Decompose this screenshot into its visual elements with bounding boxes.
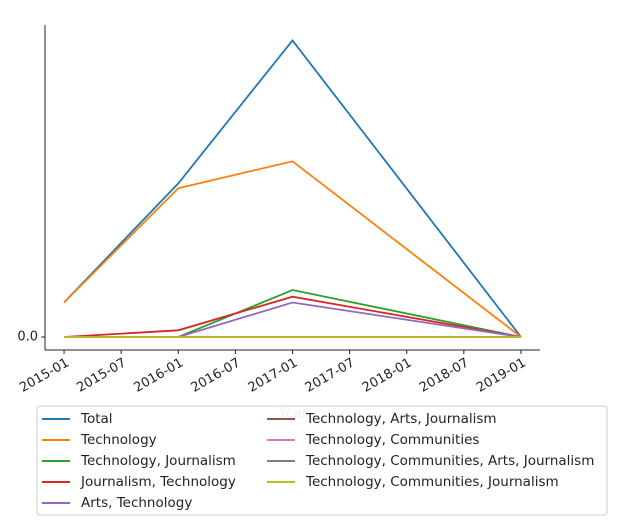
legend-label: Arts, Technology [81, 495, 192, 511]
x-tick-label: 2015-07 [74, 356, 129, 396]
x-tick-label: 2017-01 [246, 356, 301, 396]
x-tick-label: 2016-07 [189, 356, 244, 396]
legend: Total Technology Technology, Journalism Jou… [36, 405, 608, 516]
legend-label: Technology [80, 432, 157, 448]
x-tick-label: 2019-01 [474, 356, 529, 396]
x-tick-label: 2018-01 [360, 356, 415, 396]
series-line [64, 301, 522, 338]
legend-label: Technology, Communities, Journalism [305, 474, 559, 490]
x-tick-label: 2015-01 [17, 356, 72, 396]
x-tick-label: 2016-01 [131, 356, 186, 396]
x-tick-label: 2018-07 [417, 356, 472, 396]
series-line [63, 38, 522, 338]
y-tick-label: 0.0 [17, 330, 38, 345]
legend-label: Technology, Arts, Journalism [305, 411, 497, 427]
legend-label: Technology, Communities, Arts, Journalis… [305, 453, 594, 469]
series-line [63, 295, 522, 338]
legend-label: Journalism, Technology [80, 474, 236, 490]
legend-box [36, 405, 608, 516]
series-line [63, 160, 522, 338]
x-tick-label: 2017-07 [303, 356, 358, 396]
legend-label: Technology, Communities [305, 432, 479, 448]
legend-label: Total [80, 411, 113, 427]
legend-label: Technology, Journalism [80, 453, 236, 469]
